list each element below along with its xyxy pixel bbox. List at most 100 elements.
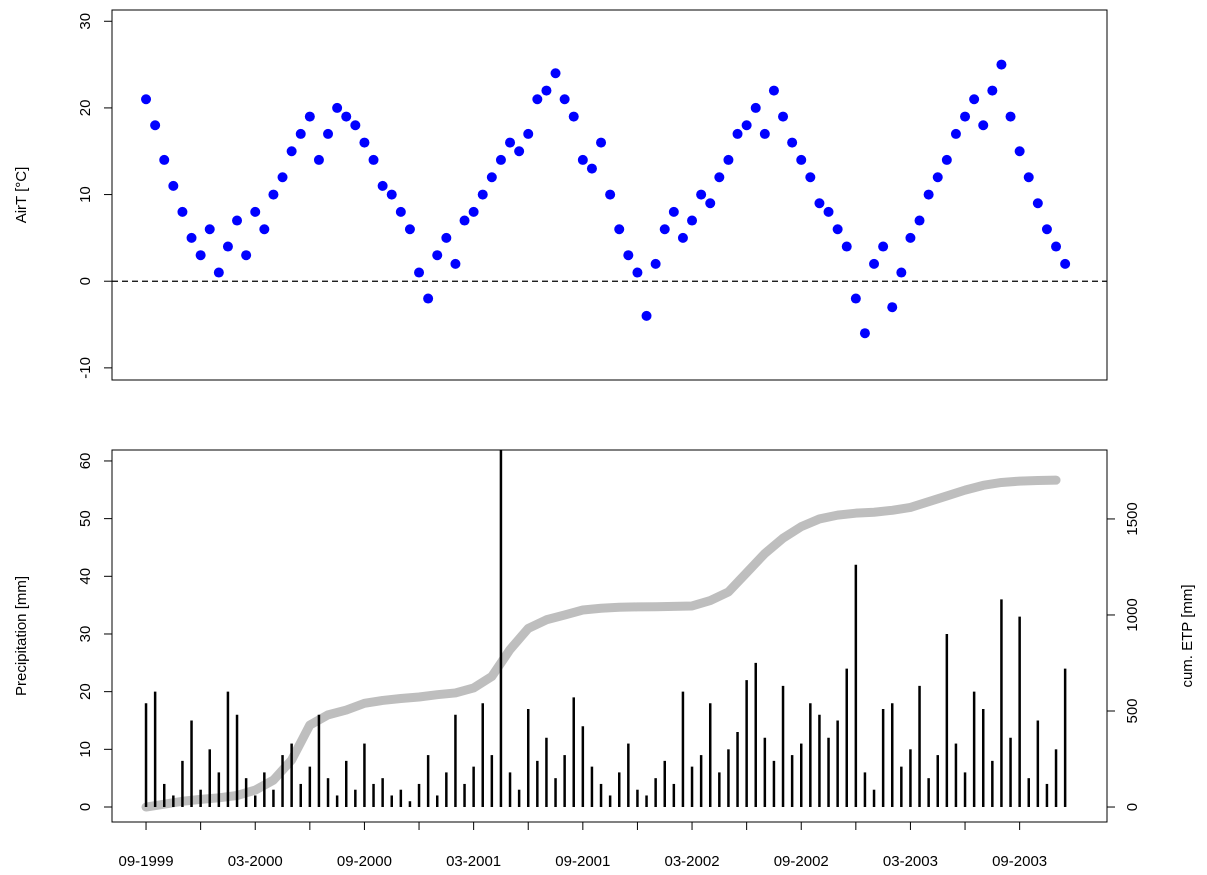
point [341,111,352,122]
y-axis-label: Precipitation [mm] [13,576,30,696]
point [523,128,534,139]
point [823,206,834,217]
point [641,310,652,321]
point [468,206,479,217]
point [605,189,616,200]
point [887,302,898,313]
point [987,85,998,96]
point [477,189,488,200]
point [568,111,579,122]
x-tick-label: 03-2003 [883,853,938,870]
point [1032,198,1043,209]
point [677,232,688,243]
point [222,241,233,252]
x-tick-label: 03-2000 [228,853,283,870]
point [668,206,679,217]
point [186,232,197,243]
point [268,189,279,200]
point [277,172,288,183]
y-tick-label: 20 [77,683,94,700]
point [177,206,188,217]
point [741,120,752,131]
cumulative-line [141,475,1061,812]
point [159,154,170,165]
y-tick-label: 30 [77,13,94,30]
point [978,120,989,131]
point [232,215,243,226]
point [659,224,670,235]
x-tick-label: 03-2002 [665,853,720,870]
point [696,189,707,200]
plot-area [141,450,1067,812]
point [377,180,388,191]
point [905,232,916,243]
point [1014,146,1025,157]
point [441,232,452,243]
point [723,154,734,165]
point [250,206,261,217]
point [550,68,561,79]
x-tick-label: 09-2003 [992,853,1047,870]
point [732,128,743,139]
point [459,215,470,226]
x-tick-label: 09-1999 [119,853,174,870]
point [960,111,971,122]
y-tick-label: 10 [77,186,94,203]
y-tick-label: -10 [77,357,94,379]
point [687,215,698,226]
point [432,250,443,261]
point [1041,224,1052,235]
point [304,111,315,122]
point [241,250,252,261]
point [404,224,415,235]
y2-axis-label: cum. ETP [mm] [1179,584,1196,687]
point [150,120,161,131]
point [768,85,779,96]
y2-tick-label: 1500 [1124,502,1141,535]
point [623,250,634,261]
point [787,137,798,148]
point [414,267,425,278]
point [350,120,361,131]
point [996,59,1007,70]
point [286,146,297,157]
point [368,154,379,165]
point [650,258,661,269]
point [914,215,925,226]
point [850,293,861,304]
point [614,224,625,235]
point [596,137,607,148]
y2-tick-label: 0 [1124,803,1141,811]
point [323,128,334,139]
point [805,172,816,183]
point [632,267,643,278]
point [832,224,843,235]
point [450,258,461,269]
y-axis-label: AirT [°C] [13,167,30,224]
y2-tick-label: 500 [1124,698,1141,723]
point [796,154,807,165]
point [896,267,907,278]
point [841,241,852,252]
point [814,198,825,209]
point [941,154,952,165]
y-tick-label: 20 [77,100,94,117]
point [141,94,152,105]
y-tick-label: 0 [77,277,94,285]
y-tick-label: 30 [77,626,94,643]
point [759,128,770,139]
plot-frame [111,9,1108,381]
point [1051,241,1062,252]
point [932,172,943,183]
point [195,250,206,261]
point [532,94,543,105]
point [969,94,980,105]
point [313,154,324,165]
point [359,137,370,148]
point [1060,258,1071,269]
x-tick-label: 09-2000 [337,853,392,870]
point [259,224,270,235]
point [514,146,525,157]
y2-tick-label: 1000 [1124,598,1141,631]
point [495,154,506,165]
